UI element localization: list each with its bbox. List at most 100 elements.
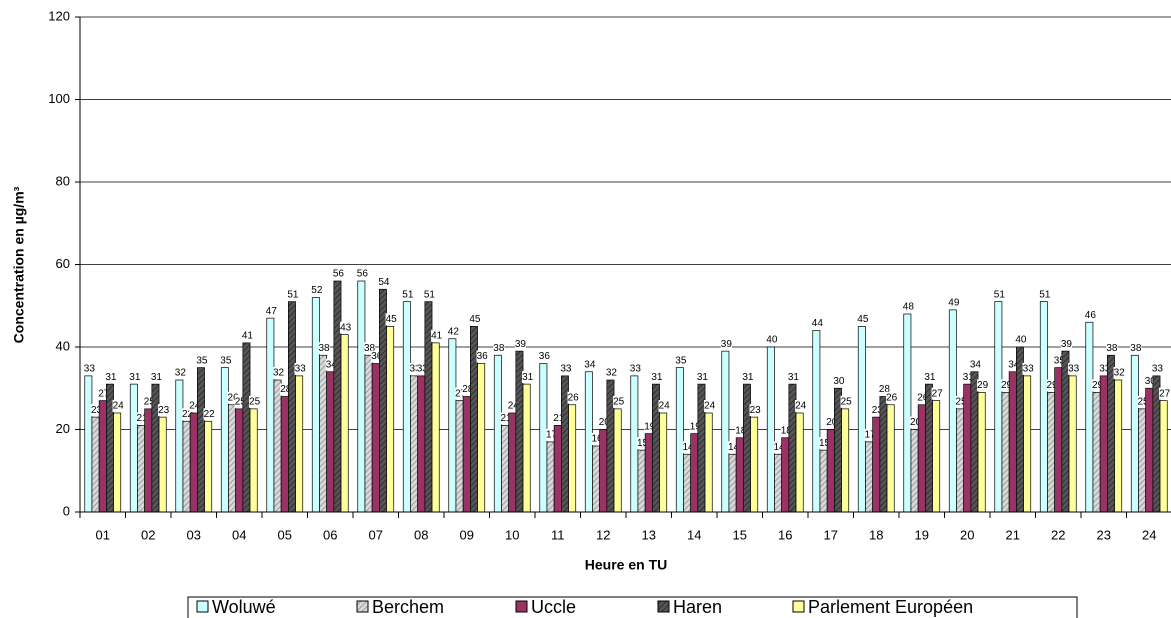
bar [1092,392,1101,513]
bar [158,416,167,513]
value-label: 45 [857,314,869,325]
bar [1047,392,1055,513]
x-tick-label: 15 [733,527,747,542]
bar [553,425,562,513]
x-tick-label: 19 [915,527,929,542]
value-label: 33 [417,364,429,375]
bar [956,408,965,513]
bar [1054,367,1063,513]
value-label: 36 [371,351,383,362]
bar [431,342,440,513]
bar [175,379,184,513]
x-tick-label: 04 [232,527,246,542]
bar [1008,371,1017,513]
bar [735,437,744,513]
value-label: 34 [326,359,338,370]
value-label: 18 [735,425,747,436]
x-tick-label: 11 [551,527,565,542]
bar [750,416,759,513]
value-label: 14 [682,442,694,453]
x-tick-label: 06 [323,527,337,542]
bar [1114,379,1123,513]
bar [1001,392,1010,513]
bar [932,400,941,513]
value-label: 26 [917,392,929,403]
bar [357,280,366,513]
y-tick-label: 20 [56,421,70,436]
bar [546,441,555,513]
bar [508,412,517,513]
legend-label: Uccle [531,597,576,617]
value-label: 56 [333,269,345,280]
bar [690,433,699,513]
value-label: 19 [644,421,656,432]
value-label: 52 [311,285,323,296]
bar [819,449,828,513]
bar [386,326,395,513]
value-label: 15 [819,438,831,449]
value-label: 34 [970,359,982,370]
x-tick-label: 02 [141,527,155,542]
bar [288,301,296,513]
value-label: 49 [948,298,960,309]
bar [977,392,986,513]
value-label: 24 [508,401,520,412]
bar [924,383,933,513]
value-label: 40 [766,335,778,346]
value-label: 46 [1085,310,1097,321]
value-label: 42 [448,326,460,337]
value-label: 41 [242,331,254,342]
value-label: 31 [651,372,663,383]
x-tick-label: 07 [369,527,383,542]
x-tick-label: 18 [869,527,883,542]
value-label: 34 [1008,359,1020,370]
legend-swatch [196,600,209,613]
value-label: 51 [287,289,299,300]
x-tick-label: 23 [1097,527,1111,542]
value-label: 26 [568,392,580,403]
value-label: 24 [659,401,671,412]
value-label: 27 [932,388,944,399]
value-label: 17 [546,430,558,441]
value-label: 32 [606,368,618,379]
bar [675,367,684,513]
value-label: 56 [357,269,369,280]
value-label: 38 [493,343,505,354]
bar [1106,354,1115,513]
bar [1061,350,1070,513]
y-tick-label: 0 [63,503,70,518]
bar [970,371,979,513]
bar [644,433,653,513]
bar [493,354,502,513]
value-label: 25 [249,397,261,408]
bar [592,445,601,513]
bar [144,408,153,513]
bar [402,301,411,513]
bar [364,354,373,513]
bar [371,363,380,513]
value-label: 25 [841,397,853,408]
value-label: 33 [1023,364,1035,375]
value-label: 35 [675,355,687,366]
bar [948,309,957,513]
bar [113,412,122,513]
bar [242,342,251,513]
value-label: 20 [826,417,838,428]
value-label: 24 [189,401,201,412]
value-label: 32 [273,368,285,379]
bar [1023,375,1032,513]
bar [1068,375,1077,513]
bar [910,429,919,513]
x-tick-label: 10 [505,527,519,542]
value-label: 23 [750,405,762,416]
x-tick-label: 01 [96,527,110,542]
bar [728,453,737,513]
value-label: 32 [1114,368,1126,379]
value-label: 30 [1145,376,1157,387]
x-axis-label: Heure en TU [585,557,667,573]
bar [295,375,304,513]
value-label: 24 [704,401,716,412]
value-label: 33 [1099,364,1111,375]
bar [319,354,328,513]
value-label: 31 [522,372,534,383]
